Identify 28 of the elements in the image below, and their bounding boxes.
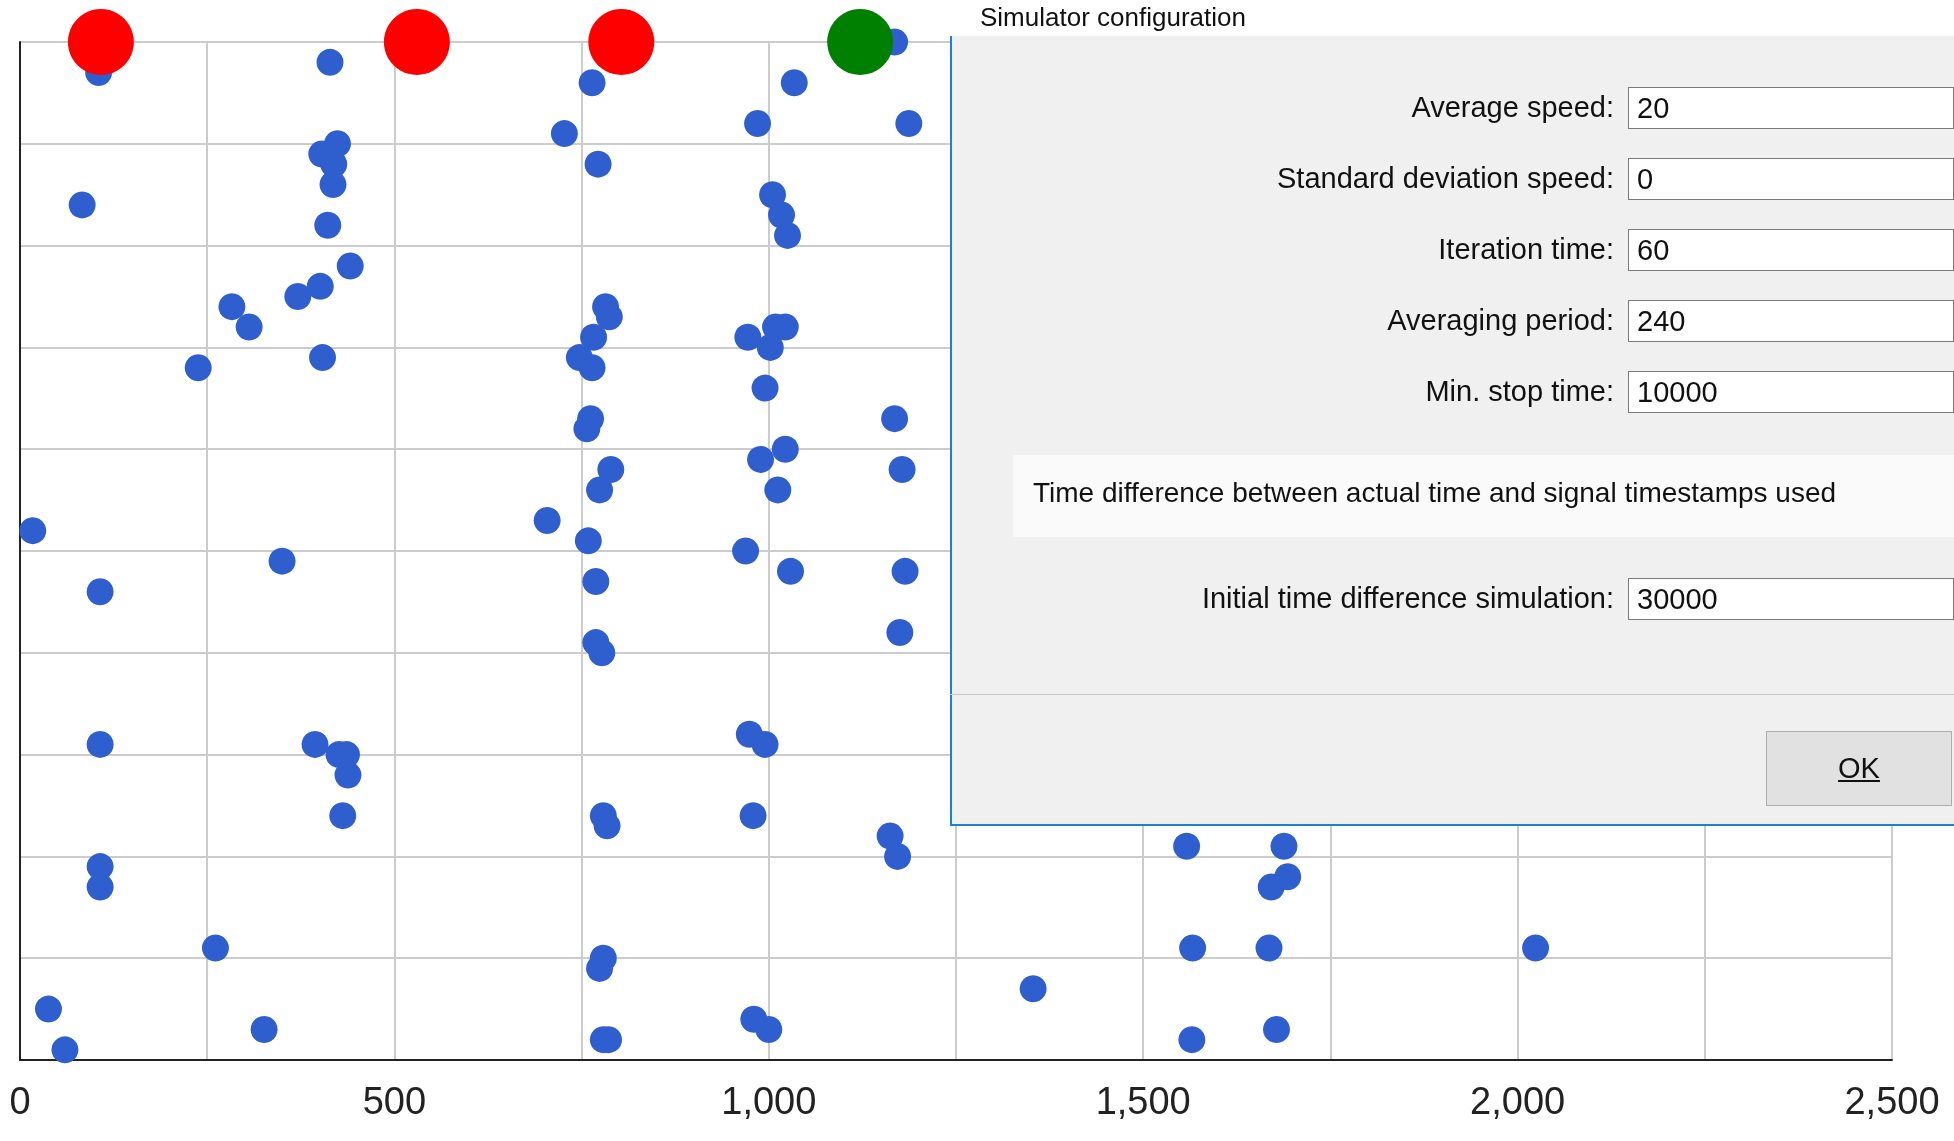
text-field: 240 bbox=[1628, 300, 1954, 342]
x-tick-label: 0 bbox=[9, 1080, 31, 1122]
annotation: Standard deviation speed: bbox=[1277, 162, 1614, 195]
x-tick-label: 500 bbox=[362, 1080, 427, 1122]
annotation: Averaging period: bbox=[1387, 304, 1614, 337]
ok-button: OK bbox=[1766, 731, 1952, 806]
annotation: Time difference between actual time and signal timestamps used bbox=[1033, 477, 1837, 509]
annotation: Iteration time: bbox=[1438, 233, 1614, 266]
annotation: Min. stop time: bbox=[1425, 375, 1614, 408]
text-field: 10000 bbox=[1628, 371, 1954, 413]
x-tick-label: 2,500 bbox=[1844, 1080, 1940, 1122]
annotation: 10000 bbox=[1637, 376, 1718, 409]
text-field: 60 bbox=[1628, 229, 1954, 271]
text-field: 20 bbox=[1628, 87, 1954, 129]
text: Simulator configuration bbox=[980, 2, 1246, 33]
annotation: 0 bbox=[1637, 163, 1654, 196]
x-tick-label: 2,000 bbox=[1470, 1080, 1566, 1122]
annotation: Initial time difference simulation: bbox=[1201, 582, 1614, 615]
text-field: 0 bbox=[1628, 158, 1954, 200]
annotation: Average speed: bbox=[1411, 91, 1614, 124]
annotation: 60 bbox=[1637, 234, 1670, 267]
x-tick-label: 1,500 bbox=[1095, 1080, 1191, 1122]
annotation: OK bbox=[1838, 752, 1880, 785]
annotation: 30000 bbox=[1637, 583, 1718, 616]
text-field: 30000 bbox=[1628, 578, 1954, 620]
annotation: 240 bbox=[1637, 305, 1686, 338]
x-tick-label: 1,000 bbox=[721, 1080, 817, 1122]
annotation: 20 bbox=[1637, 92, 1670, 125]
